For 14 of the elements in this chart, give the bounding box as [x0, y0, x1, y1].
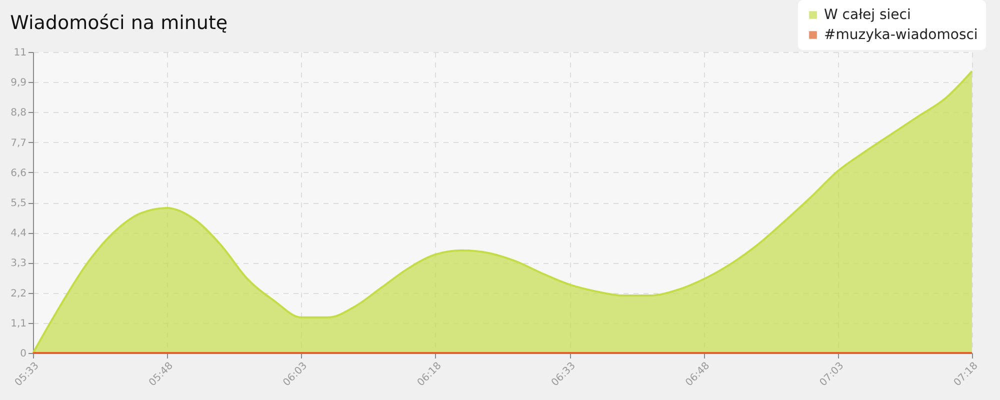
- y-tick-label: 9,9: [10, 78, 26, 89]
- legend-label: #muzyka-wiadomosci: [824, 27, 978, 43]
- y-tick-label: 11: [14, 48, 26, 58]
- y-tick-label: 6,6: [10, 168, 26, 179]
- legend-label: W całej sieci: [824, 7, 911, 23]
- y-tick-label: 7,7: [10, 138, 26, 149]
- y-tick-label: 0: [20, 348, 26, 360]
- chart-title: Wiadomości na minutę: [10, 12, 228, 34]
- y-tick-label: 3,3: [10, 258, 26, 270]
- y-tick-label: 4,4: [10, 228, 26, 240]
- y-tick-label: 2,2: [10, 288, 26, 300]
- y-tick-label: 1,1: [10, 318, 26, 330]
- y-tick-label: 5,5: [10, 198, 26, 209]
- y-tick-label: 8,8: [10, 108, 26, 119]
